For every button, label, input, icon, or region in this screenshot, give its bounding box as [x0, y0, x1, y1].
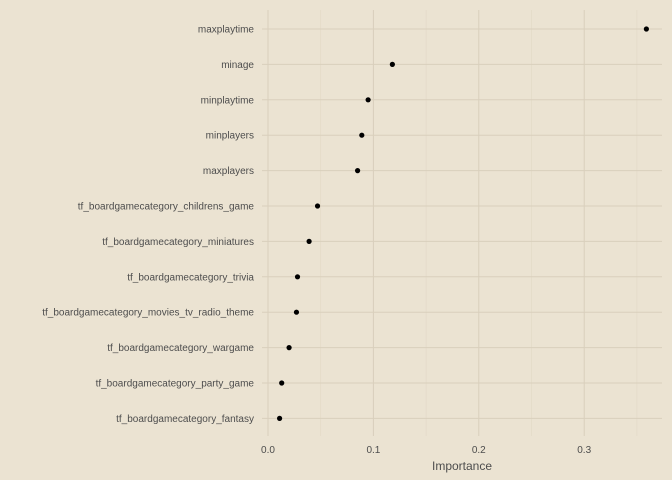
data-point	[389, 61, 395, 67]
y-tick-label: tf_boardgamecategory_movies_tv_radio_the…	[42, 308, 254, 319]
x-tick-label: 0.1	[366, 445, 380, 456]
data-points	[276, 26, 649, 421]
y-axis-tick-labels: maxplaytime minage minplaytime minplayers ma…	[42, 25, 254, 425]
data-point	[359, 132, 365, 138]
x-tick-label: 0.0	[261, 445, 275, 456]
x-tick-label: 0.3	[577, 445, 591, 456]
minor-gridlines	[320, 10, 638, 436]
major-gridlines	[262, 10, 662, 436]
data-point	[279, 380, 285, 386]
data-point	[306, 238, 312, 244]
y-tick-label: tf_boardgamecategory_party_game	[96, 379, 255, 390]
y-tick-label: tf_boardgamecategory_childrens_game	[78, 202, 255, 213]
data-point	[293, 309, 300, 315]
data-point	[643, 26, 649, 32]
y-tick-label: tf_boardgamecategory_wargame	[107, 343, 254, 354]
data-point	[314, 203, 321, 209]
x-axis-title: Importance	[432, 459, 492, 473]
y-tick-label: maxplaytime	[198, 25, 255, 36]
x-tick-label: 0.2	[472, 445, 486, 456]
y-tick-label: minplaytime	[201, 95, 255, 106]
data-point	[365, 97, 371, 103]
data-point	[276, 415, 283, 421]
y-tick-label: maxplayers	[203, 166, 254, 177]
y-tick-label: minage	[221, 60, 254, 71]
y-tick-label: tf_boardgamecategory_fantasy	[116, 414, 254, 425]
data-point	[286, 345, 292, 351]
y-tick-label: tf_boardgamecategory_trivia	[127, 272, 254, 283]
y-tick-label: minplayers	[206, 131, 254, 142]
data-point	[294, 274, 301, 280]
x-axis-tick-labels: 0.0 0.1 0.2 0.3	[261, 445, 592, 456]
data-point	[354, 168, 361, 174]
y-tick-label: tf_boardgamecategory_miniatures	[102, 237, 254, 248]
